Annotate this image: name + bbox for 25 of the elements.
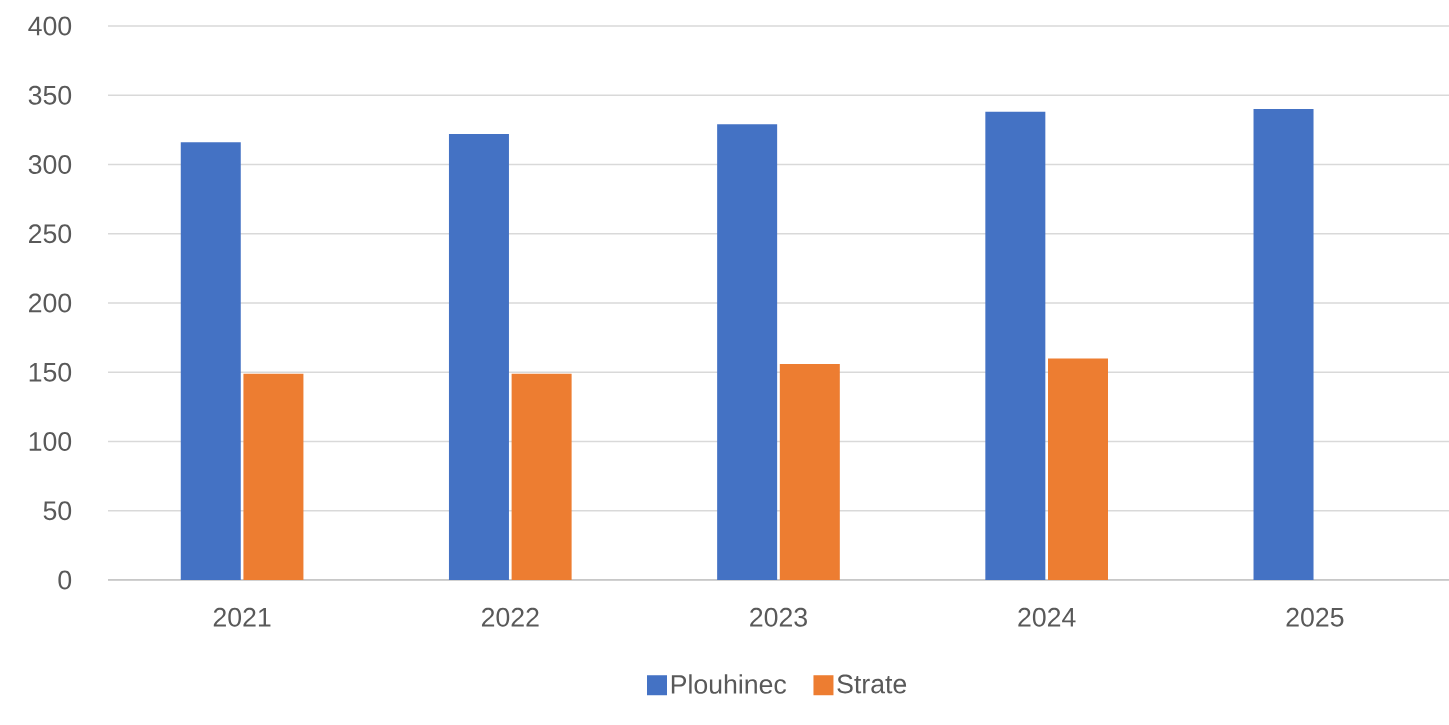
y-tick-label: 150: [29, 362, 72, 382]
bar: [985, 111, 1046, 580]
x-tick-label: 2023: [750, 607, 807, 627]
bar: [717, 124, 778, 580]
y-tick-label: 200: [29, 293, 72, 313]
y-tick-label: 0: [58, 570, 72, 590]
bar: [511, 373, 572, 580]
y-tick-label: 400: [28, 16, 72, 36]
bar: [448, 134, 509, 580]
y-tick-label: 100: [29, 432, 72, 451]
legend-label: Strate: [837, 674, 907, 694]
y-tick-label: 300: [28, 155, 72, 174]
bar: [180, 142, 241, 580]
bar: [243, 373, 304, 580]
bar: [1253, 109, 1314, 580]
bar: [1048, 358, 1108, 580]
x-tick-label: 2021: [213, 607, 271, 627]
bar: [779, 363, 840, 580]
y-tick-label: 350: [28, 85, 72, 105]
x-tick-label: 2022: [481, 607, 539, 627]
legend-label: Plouhinec: [671, 674, 787, 694]
y-tick-label: 50: [43, 501, 72, 521]
x-tick-label: 2024: [1018, 607, 1076, 627]
y-tick-label: 250: [29, 224, 72, 244]
x-tick-label: 2025: [1286, 607, 1344, 627]
